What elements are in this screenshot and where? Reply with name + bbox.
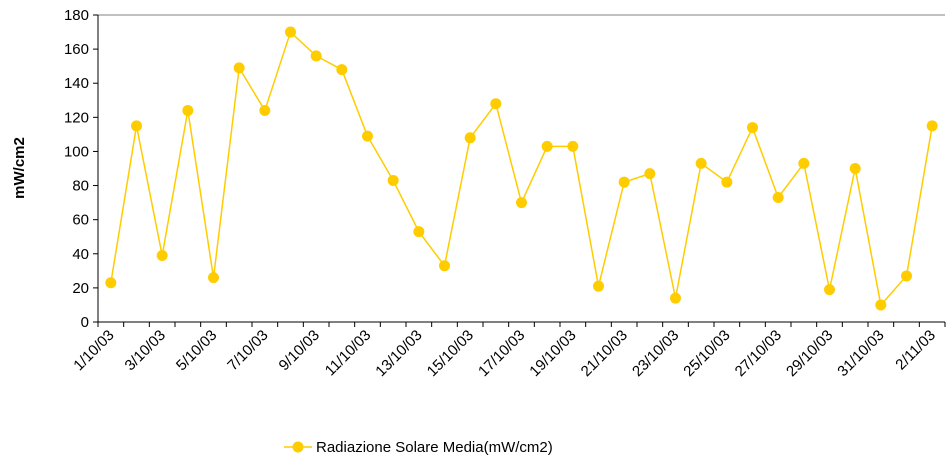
y-tick-label: 140: [64, 75, 89, 92]
x-tick-label: 23/10/03: [629, 327, 682, 380]
point: [285, 26, 296, 38]
point: [593, 280, 604, 292]
point: [259, 105, 271, 117]
point: [541, 140, 553, 152]
x-tick-label: 11/10/03: [322, 327, 375, 380]
x-tick-label: 7/10/03: [224, 327, 271, 374]
x-tick-label: 9/10/03: [276, 327, 323, 374]
y-tick-label: 0: [81, 314, 89, 331]
point: [464, 132, 476, 144]
x-tick-label: 13/10/03: [372, 327, 425, 380]
point: [336, 64, 348, 76]
y-tick-label: 20: [72, 280, 89, 297]
point: [644, 168, 656, 180]
y-tick-label: 180: [64, 7, 89, 24]
point: [131, 120, 142, 132]
legend-marker: [292, 441, 304, 453]
point: [387, 174, 399, 186]
point: [413, 226, 425, 238]
point: [618, 176, 630, 188]
y-tick-label: 160: [64, 41, 89, 58]
point: [926, 120, 938, 132]
series-line: [110, 30, 933, 307]
point: [182, 105, 194, 117]
x-tick-label: 27/10/03: [732, 327, 785, 380]
point: [156, 249, 168, 261]
point: [747, 122, 758, 134]
point: [233, 62, 245, 74]
point: [567, 140, 579, 152]
x-tick-label: 25/10/03: [680, 327, 733, 380]
x-tick-label: 1/10/03: [70, 327, 117, 374]
point: [695, 157, 707, 169]
point: [105, 277, 117, 289]
point: [772, 191, 784, 203]
point: [875, 299, 887, 311]
legend-label: Radiazione Solare Media(mW/cm2): [316, 439, 553, 456]
point: [798, 157, 810, 169]
x-tick-label: 2/11/03: [892, 327, 939, 374]
y-tick-label: 100: [64, 143, 89, 160]
x-tick-label: 5/10/03: [173, 327, 220, 374]
x-tick-label: 29/10/03: [783, 327, 836, 380]
point: [208, 272, 219, 284]
y-tick-label: 60: [72, 212, 89, 229]
y-tick-label: 80: [72, 178, 89, 195]
x-tick-label: 3/10/03: [122, 327, 169, 374]
point: [362, 130, 373, 142]
point: [670, 292, 681, 304]
point: [516, 197, 527, 209]
point: [310, 50, 322, 62]
y-tick-label: 120: [64, 109, 89, 126]
x-tick-label: 17/10/03: [475, 327, 528, 380]
point: [824, 284, 835, 296]
x-tick-label: 21/10/03: [578, 327, 631, 380]
y-tick-label: 40: [72, 246, 89, 263]
point: [901, 270, 912, 282]
point: [849, 163, 861, 174]
x-tick-label: 19/10/03: [526, 327, 579, 380]
point: [490, 98, 502, 110]
x-tick-label: 15/10/03: [424, 327, 477, 380]
point: [439, 260, 450, 272]
x-tick-label: 31/10/03: [834, 327, 887, 380]
point: [721, 176, 733, 188]
y-axis-label: mW/cm2: [11, 137, 28, 199]
